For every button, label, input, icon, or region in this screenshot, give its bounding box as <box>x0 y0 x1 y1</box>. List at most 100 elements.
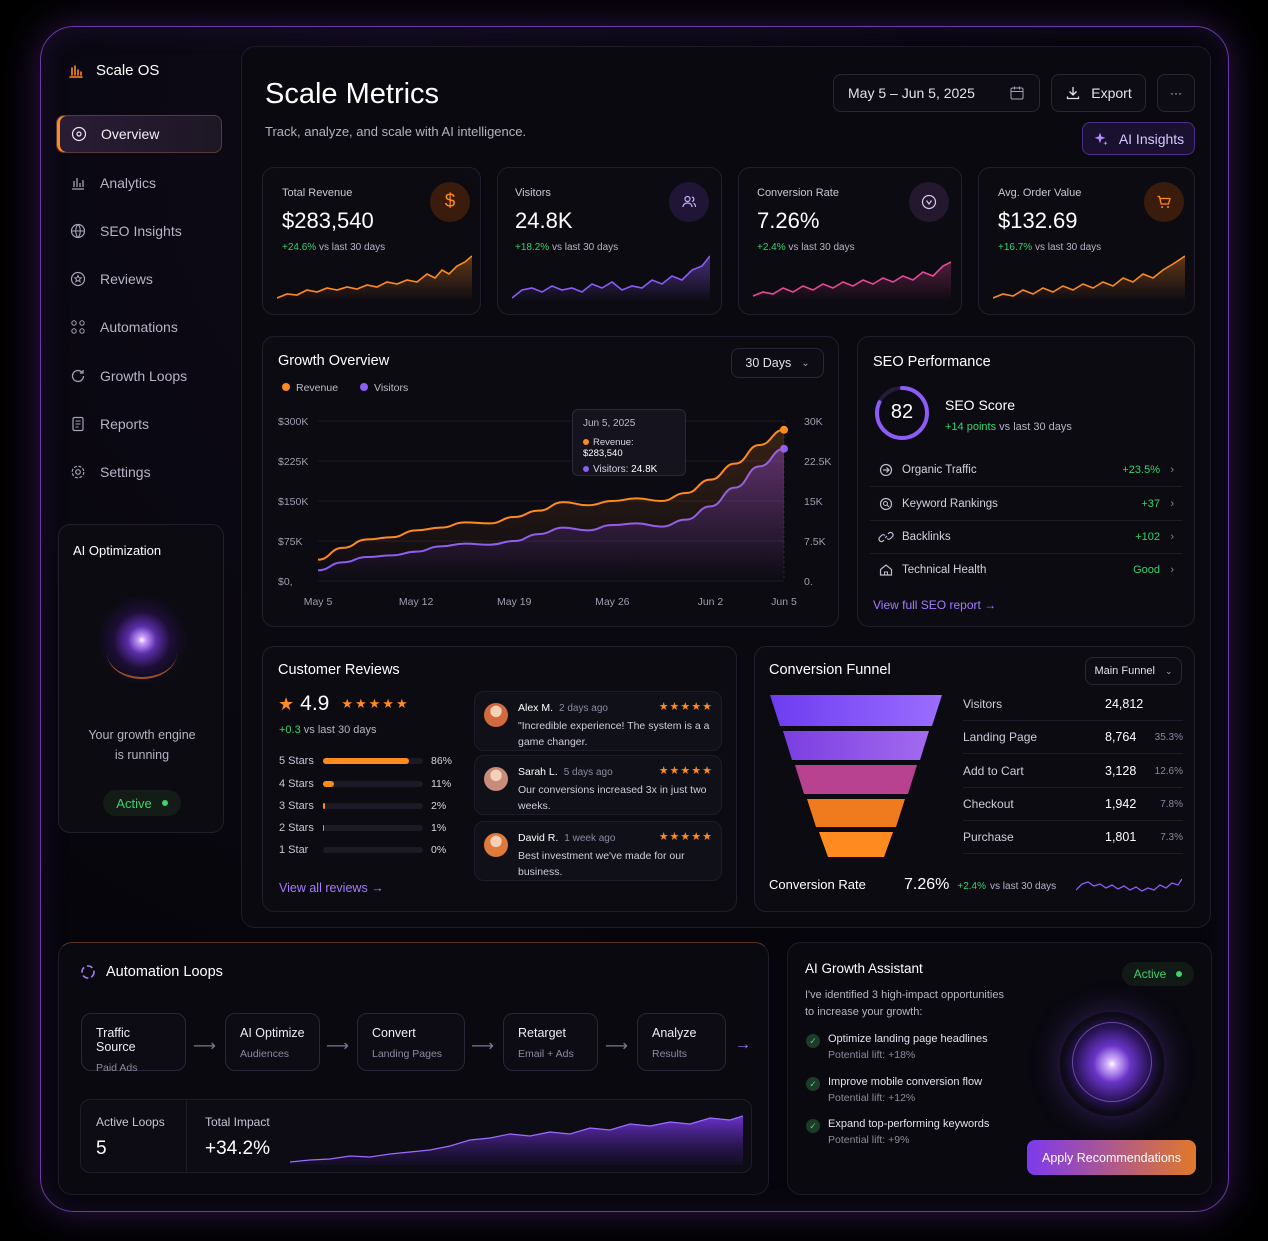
assistant-intro: I've identified 3 high-impact opportunit… <box>805 987 1004 1021</box>
sidebar-item-reviews[interactable]: Reviews <box>56 260 222 298</box>
rating-bar <box>323 847 423 853</box>
sidebar-item-settings[interactable]: Settings <box>56 453 222 491</box>
loop-step-retarget[interactable]: Retarget Email + Ads <box>503 1013 598 1071</box>
reviews-title: Customer Reviews <box>278 662 400 678</box>
tooltip-date: Jun 5, 2025 <box>583 418 636 429</box>
y-tick-left: $300K <box>278 416 308 428</box>
sidebar-item-overview[interactable]: Overview <box>56 115 222 153</box>
opportunity-item[interactable]: ✓ Improve mobile conversion flow Potential… <box>806 1076 1026 1104</box>
metric-change-value: +18.2% <box>515 242 550 253</box>
loop-step-ai-optimize[interactable]: AI Optimize Audiences <box>225 1013 320 1071</box>
funnel-footer-label: Conversion Rate <box>769 877 866 892</box>
ai-text-line2: is running <box>114 748 170 762</box>
ai-insights-label: AI Insights <box>1118 130 1185 147</box>
export-button[interactable]: Export <box>1051 74 1146 112</box>
tooltip-revenue: Revenue: $283,540 <box>583 437 675 459</box>
funnel-row-pct: 12.6% <box>1154 765 1183 777</box>
avatar <box>484 767 508 791</box>
sidebar-item-growth-loops[interactable]: Growth Loops <box>56 357 222 395</box>
review-text: Our conversions increased 3x in just two… <box>518 784 707 812</box>
sidebar-item-label: Growth Loops <box>100 368 188 384</box>
calendar-icon <box>1009 85 1025 101</box>
chevron-down-icon: ⌄ <box>1165 665 1173 676</box>
loop-step-convert[interactable]: Convert Landing Pages <box>357 1013 465 1071</box>
tooltip-dot-icon <box>583 466 589 472</box>
seo-performance-card <box>857 336 1195 627</box>
seo-row-label: Technical Health <box>902 564 987 576</box>
seo-score-change: +14 points vs last 30 days <box>945 421 1072 433</box>
bar-chart-logo-icon <box>68 63 84 79</box>
seo-row-label: Backlinks <box>902 530 951 543</box>
date-range-picker[interactable]: May 5 – Jun 5, 2025 <box>833 74 1040 112</box>
seo-report-link[interactable]: View full SEO report → <box>873 598 996 612</box>
view-all-reviews-link[interactable]: View all reviews → <box>279 881 384 895</box>
check-icon: ✓ <box>806 1077 820 1091</box>
rating-row-pct: 0% <box>431 844 447 856</box>
app-logo[interactable]: Scale OS <box>68 62 159 79</box>
review-item[interactable]: David R. 1 week ago ★★★★★ Best investment… <box>474 821 722 881</box>
metric-icon-bubble <box>1144 182 1184 222</box>
seo-row-backlinks[interactable]: Backlinks +102 › <box>870 520 1182 554</box>
funnel-footer: Conversion Rate 7.26% +2.4% vs last 30 d… <box>769 876 1069 894</box>
metric-change: +16.7% vs last 30 days <box>998 242 1101 253</box>
review-item[interactable]: Sarah L. 5 days ago ★★★★★ Our conversions… <box>474 755 722 815</box>
review-item[interactable]: Alex M. 2 days ago ★★★★★ "Incredible expe… <box>474 691 722 751</box>
ai-insights-button[interactable]: AI Insights <box>1082 122 1195 155</box>
rating-change-value: +0.3 <box>279 724 301 736</box>
sidebar-item-seo-insights[interactable]: SEO Insights <box>56 212 222 250</box>
loop-step-traffic-source[interactable]: Traffic Source Paid Ads <box>81 1013 186 1074</box>
seo-score-value: 82 <box>890 401 914 423</box>
funnel-row: Landing Page 8,764 35.3% <box>963 721 1183 754</box>
funnel-row-value: 1,942 <box>1105 797 1137 811</box>
rating-row-pct: 86% <box>431 755 453 767</box>
funnel-title: Conversion Funnel <box>769 662 891 678</box>
loop-step-analyze[interactable]: Analyze Results <box>637 1013 726 1071</box>
review-name: Sarah L. <box>518 766 558 778</box>
seo-row-value: +37 <box>1141 497 1160 510</box>
metric-card-revenue[interactable]: Total Revenue $283,540 +24.6% vs last 30… <box>262 167 481 315</box>
metric-icon-bubble: $ <box>430 182 470 222</box>
review-stars-icon: ★★★★★ <box>658 765 713 777</box>
rating-bar <box>323 758 423 764</box>
sidebar-item-automations[interactable]: Automations <box>56 308 222 346</box>
metric-change-value: +24.6% <box>282 242 317 253</box>
opportunity-item[interactable]: ✓ Optimize landing page headlines Potentia… <box>806 1033 1026 1061</box>
rating-row-label: 2 Stars <box>279 822 314 834</box>
sidebar-item-label: Overview <box>101 126 160 142</box>
link-icon <box>878 529 894 545</box>
sidebar-item-label: Settings <box>100 464 151 480</box>
metric-card-conversion[interactable]: Conversion Rate 7.26% +2.4% vs last 30 d… <box>738 167 962 315</box>
tooltip-revenue-value: $283,540 <box>583 448 623 459</box>
apply-recommendations-button[interactable]: Apply Recommendations <box>1027 1140 1196 1175</box>
review-time: 1 week ago <box>564 833 616 844</box>
more-options-button[interactable]: ··· <box>1157 74 1195 112</box>
funnel-stage-checkout <box>807 799 905 827</box>
sidebar-item-label: Automations <box>100 319 178 335</box>
funnel-row-pct: 7.8% <box>1160 798 1183 810</box>
opportunity-item[interactable]: ✓ Expand top-performing keywords Potential… <box>806 1118 1026 1146</box>
target-icon <box>921 194 937 210</box>
more-icon: ··· <box>1170 86 1182 100</box>
sidebar-item-reports[interactable]: Reports <box>56 405 222 443</box>
sidebar-item-analytics[interactable]: Analytics <box>56 164 222 202</box>
arrow-right-icon: → <box>371 881 384 895</box>
funnel-selector[interactable]: Main Funnel ⌄ <box>1085 657 1182 685</box>
seo-row-label: Keyword Rankings <box>902 497 998 510</box>
seo-row-technical-health[interactable]: Technical Health Good › <box>870 553 1182 587</box>
step-sub: Paid Ads <box>96 1062 138 1074</box>
funnel-row: Checkout 1,942 7.8% <box>963 788 1183 821</box>
funnel-stage-landing <box>783 731 929 760</box>
active-loops-value: 5 <box>96 1138 107 1159</box>
refresh-icon <box>70 368 86 384</box>
seo-row-keyword-rankings[interactable]: Keyword Rankings +37 › <box>870 487 1182 521</box>
rating-bar-fill <box>323 758 409 764</box>
assistant-status-badge: Active <box>1122 962 1194 986</box>
sidebar-item-label: Analytics <box>100 175 157 191</box>
seo-row-organic-traffic[interactable]: Organic Traffic +23.5% › <box>870 453 1182 487</box>
metric-change-value: +16.7% <box>998 242 1033 253</box>
app-name: Scale OS <box>96 62 160 79</box>
range-dropdown[interactable]: 30 Days ⌄ <box>731 348 824 378</box>
metric-card-aov[interactable]: Avg. Order Value $132.69 +16.7% vs last … <box>978 167 1195 315</box>
metric-card-visitors[interactable]: Visitors 24.8K +18.2% vs last 30 days <box>497 167 722 315</box>
traffic-icon <box>878 462 894 478</box>
